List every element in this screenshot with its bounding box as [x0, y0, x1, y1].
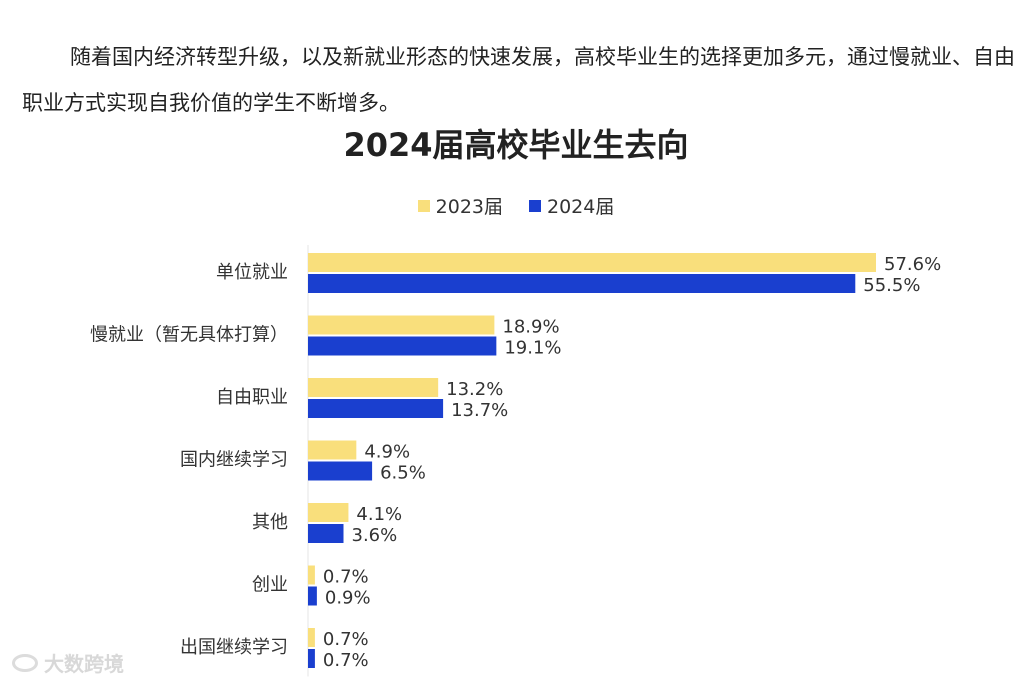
bar-2023 [308, 440, 357, 460]
bar-2023 [308, 315, 495, 335]
bar-2023 [308, 253, 876, 272]
bar-2023 [308, 565, 315, 585]
data-label: 0.7% [323, 650, 369, 671]
data-label: 4.9% [364, 442, 410, 463]
bar-2024 [308, 461, 373, 481]
bar-2023 [308, 628, 315, 647]
data-label: 55.5% [863, 275, 920, 296]
data-label: 3.6% [352, 525, 398, 546]
legend-label-2024: 2024届 [547, 196, 615, 218]
chart-legend: 2023届 2024届 [0, 192, 1032, 219]
bar-2024 [308, 586, 317, 606]
bar-2024 [308, 336, 497, 356]
bar-2024 [308, 649, 315, 668]
bar-2024 [308, 524, 344, 543]
data-label: 57.6% [884, 254, 941, 275]
legend-swatch-2024 [529, 199, 541, 212]
watermark-text: 大数跨境 [44, 652, 124, 676]
data-label: 13.2% [446, 379, 503, 400]
data-label: 19.1% [504, 338, 561, 359]
legend-label-2023: 2023届 [435, 196, 503, 218]
watermark-logo-icon [12, 653, 38, 672]
watermark: 大数跨境 [12, 648, 124, 677]
data-label: 6.5% [380, 463, 426, 484]
bar-2023 [308, 503, 349, 522]
bar-2023 [308, 378, 439, 397]
bar-2024 [308, 274, 856, 293]
data-label: 13.7% [451, 400, 508, 421]
data-label: 4.1% [356, 504, 402, 525]
data-label: 0.7% [323, 629, 369, 650]
legend-swatch-2023 [417, 199, 430, 212]
data-label: 0.9% [325, 588, 371, 609]
data-label: 18.9% [502, 317, 559, 338]
intro-paragraph: 随着国内经济转型升级，以及新就业形态的快速发展，高校毕业生的选择更加多元，通过慢… [22, 45, 1015, 115]
data-label: 0.7% [323, 567, 369, 588]
category-label: 出国继续学习 [180, 637, 288, 658]
category-label: 创业 [252, 575, 288, 596]
category-label: 自由职业 [216, 387, 288, 408]
chart-title: 2024届高校毕业生去向 [343, 126, 689, 164]
legend-item-2023: 2023届 [417, 192, 503, 219]
legend-item-2024: 2024届 [529, 192, 614, 219]
category-label: 其他 [252, 512, 288, 533]
category-label: 国内继续学习 [180, 450, 288, 471]
category-label: 慢就业（暂无具体打算） [90, 325, 288, 346]
bar-2024 [308, 399, 444, 418]
category-label: 单位就业 [216, 262, 288, 283]
